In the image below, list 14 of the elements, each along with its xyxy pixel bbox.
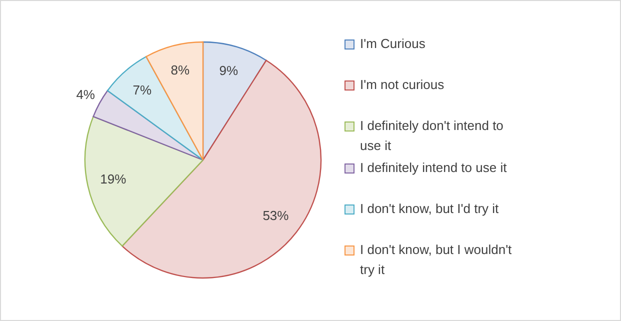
legend-label: I definitely intend to use it (360, 160, 508, 176)
data-label: 53% (262, 208, 290, 223)
data-label: 19% (100, 172, 127, 187)
legend-label: I definitely don't intend to use it (360, 118, 504, 154)
data-label: 4% (76, 86, 96, 102)
legend-label: I'm Curious (360, 36, 426, 52)
pie-slice (84, 116, 204, 247)
pie-slice (106, 56, 204, 161)
legend-label: I'm not curious (360, 77, 445, 92)
data-label: 8% (170, 62, 190, 78)
legend-label: I don't know, but I'd try it (360, 201, 500, 216)
legend-label: I don't know, but I wouldn't try it (360, 242, 512, 278)
data-label: 7% (132, 82, 152, 98)
data-label: 9% (219, 63, 239, 78)
